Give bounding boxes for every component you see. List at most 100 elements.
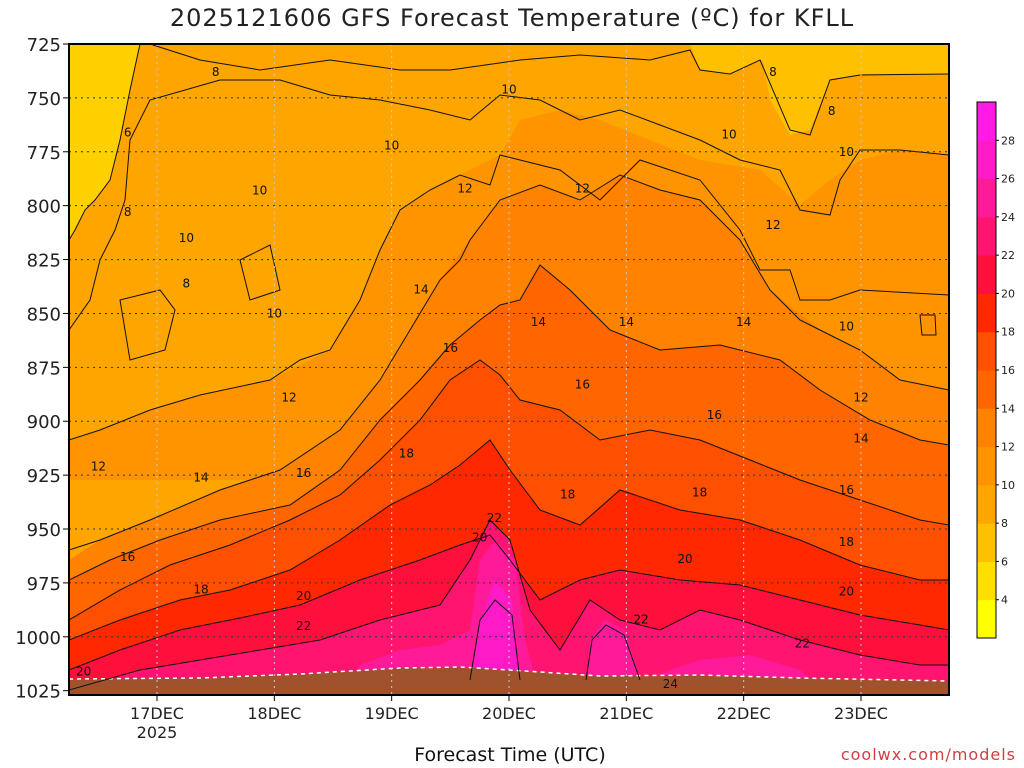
y-tick-label: 775 [27, 143, 61, 164]
colorbar: 4 6 8 10 12 14 16 18 20 22 24 26 28 [976, 101, 1015, 639]
colorbar-swatch [977, 561, 996, 601]
colorbar-swatch [977, 599, 996, 639]
contour-label: 16 [707, 408, 722, 422]
band-26 [470, 580, 520, 695]
band-below-8 [69, 44, 140, 240]
colorbar-tick-label: 22 [1001, 249, 1015, 262]
colorbar-swatch [977, 140, 996, 180]
x-tick-label: 18DEC [247, 704, 301, 723]
contour-label: 16 [839, 483, 854, 497]
x-tick-label: 20DEC [482, 704, 536, 723]
contour-label: 20 [296, 589, 311, 603]
x-tick-sublabel: 2025 [137, 723, 178, 742]
contour-label: 20 [76, 664, 91, 678]
colorbar-swatch [977, 523, 996, 562]
contour-label: 14 [413, 283, 428, 297]
contour-label: 10 [839, 145, 854, 159]
x-tick-label: 21DEC [599, 704, 653, 723]
contour-label: 22 [795, 636, 810, 650]
colorbar-tick-label: 12 [1001, 441, 1015, 454]
contour-label: 14 [619, 315, 634, 329]
contour-label: 18 [193, 582, 208, 596]
colorbar-swatch [977, 484, 996, 524]
contour-label: 22 [487, 511, 502, 525]
band-below-8-right [760, 44, 949, 135]
chart-title: 2025121606 GFS Forecast Temperature (ºC)… [169, 4, 855, 32]
band-24-b [585, 620, 830, 695]
contour-label: 12 [575, 181, 590, 195]
contour-label: 12 [281, 391, 296, 405]
contour-label: 24 [663, 677, 678, 691]
contour-label: 10 [252, 184, 267, 198]
contour-label: 10 [267, 306, 282, 320]
contour-label: 22 [296, 619, 311, 633]
colorbar-tick-label: 20 [1001, 287, 1015, 300]
y-tick-label: 925 [27, 466, 61, 487]
contour-label: 20 [677, 552, 692, 566]
colorbar-swatch [977, 216, 996, 256]
contour-label: 10 [721, 128, 736, 142]
contour-label: 16 [575, 378, 590, 392]
colorbar-swatch [977, 178, 996, 218]
grid-lines [69, 44, 949, 695]
colorbar-swatch [977, 446, 996, 486]
colorbar-tick-label: 14 [1001, 402, 1015, 415]
colorbar-tick-label: 4 [1001, 594, 1008, 607]
contour-label: 18 [560, 488, 575, 502]
contour-label: 8 [828, 104, 836, 118]
y-tick-label: 875 [27, 358, 61, 379]
contour-label: 8 [183, 276, 191, 290]
contour-label: 14 [531, 315, 546, 329]
band-below-8-top [140, 44, 949, 74]
contour-label: 10 [501, 82, 516, 96]
credit-link[interactable]: coolwx.com/models [840, 745, 1016, 764]
contour-label: 10 [384, 138, 399, 152]
colorbar-tick-label: 16 [1001, 364, 1015, 377]
contour-label: 12 [91, 460, 106, 474]
contour-label: 18 [399, 447, 414, 461]
y-tick-label: 1025 [15, 682, 61, 703]
contour-label: 8 [769, 65, 777, 79]
contour-labels: 8 8 6 8 8 10 10 10 10 10 10 8 10 10 12 12 12 12 12 12 14 14 14… [76, 65, 869, 691]
colorbar-tick-label: 24 [1001, 211, 1015, 224]
contour-label: 16 [120, 550, 135, 564]
contour-label: 12 [457, 181, 472, 195]
colorbar-swatch [977, 293, 996, 333]
contour-label: 18 [839, 535, 854, 549]
y-tick-label: 750 [27, 89, 61, 110]
contour-label: 14 [853, 431, 868, 445]
y-axis: 725 750 775 800 825 850 875 900 925 950 975 1000 102… [15, 35, 69, 703]
contour-label: 10 [179, 231, 194, 245]
contour-label: 16 [443, 341, 458, 355]
contour-label: 22 [633, 613, 648, 627]
colorbar-swatch [977, 331, 996, 371]
contour-label: 12 [765, 218, 780, 232]
colorbar-tick-label: 28 [1001, 134, 1015, 147]
colorbar-swatch [977, 370, 996, 409]
y-tick-label: 825 [27, 251, 61, 272]
x-tick-label: 19DEC [365, 704, 419, 723]
contour-label: 14 [736, 315, 751, 329]
colorbar-tick-label: 6 [1001, 555, 1008, 568]
y-tick-label: 975 [27, 574, 61, 595]
x-tick-label: 22DEC [717, 704, 771, 723]
colorbar-tick-label: 18 [1001, 326, 1015, 339]
contour-lines [69, 44, 949, 691]
colorbar-swatch [977, 102, 996, 141]
contour-label: 10 [839, 319, 854, 333]
contour-label: 18 [692, 485, 707, 499]
contour-label: 12 [853, 391, 868, 405]
x-axis-label: Forecast Time (UTC) [414, 744, 606, 766]
contour-label: 20 [839, 585, 854, 599]
contour-label: 8 [124, 205, 132, 219]
colorbar-tick-label: 8 [1001, 517, 1008, 530]
y-tick-label: 900 [27, 412, 61, 433]
contour-label: 14 [193, 470, 208, 484]
y-tick-label: 800 [27, 197, 61, 218]
colorbar-swatch [977, 408, 996, 448]
colorbar-tick-label: 10 [1001, 479, 1015, 492]
y-tick-label: 950 [27, 520, 61, 541]
x-tick-label: 17DEC [130, 704, 184, 723]
